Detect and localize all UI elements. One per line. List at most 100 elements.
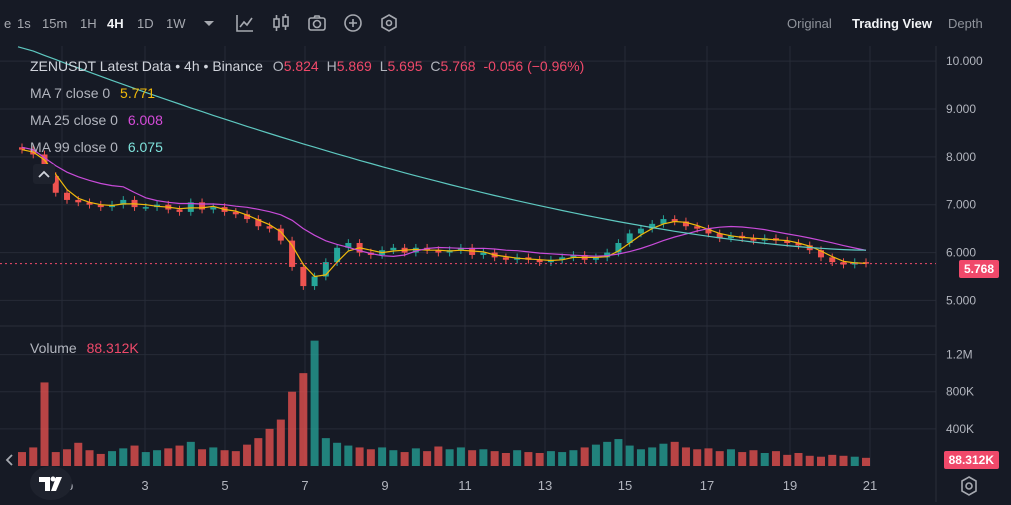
volume-bar: [29, 447, 38, 466]
candle-body: [300, 266, 307, 287]
open-value: 5.824: [283, 58, 319, 74]
tradingview-logo[interactable]: [30, 466, 72, 500]
candle-body: [142, 207, 149, 209]
view-original[interactable]: Original: [787, 16, 832, 31]
chevron-down-icon[interactable]: [198, 12, 220, 34]
candle-body: [795, 243, 802, 246]
volume-bar: [794, 453, 803, 466]
exchange-label: Binance: [212, 58, 263, 74]
volume-legend: Volume 88.312K: [30, 340, 139, 356]
volume-bar: [726, 449, 735, 466]
candle-body: [604, 252, 611, 258]
candle-body: [637, 228, 644, 234]
time-tick-label: 9: [381, 478, 388, 493]
ma7-legend: MA 7 close 0 5.771: [30, 85, 155, 101]
timeframe-1d[interactable]: 1D: [137, 16, 154, 31]
volume-bar: [524, 452, 533, 466]
chart-settings-button[interactable]: [957, 474, 981, 498]
volume-bar: [321, 438, 330, 466]
volume-bar: [40, 382, 49, 466]
low-value: 5.695: [387, 58, 423, 74]
price-tick-label: 5.000: [946, 293, 976, 307]
settings-icon[interactable]: [378, 12, 400, 34]
candle-body: [784, 240, 791, 243]
last-volume-badge: 88.312K: [943, 451, 999, 469]
candle-body: [727, 235, 734, 239]
candle-body: [64, 192, 71, 200]
ma25-line: [21, 146, 867, 258]
volume-bar: [411, 448, 420, 466]
candle-body: [277, 228, 284, 241]
add-icon[interactable]: [342, 12, 364, 34]
volume-bar: [490, 451, 499, 466]
ma25-label: MA 25 close 0: [30, 112, 118, 128]
view-trading-view[interactable]: Trading View: [852, 16, 932, 31]
volume-bar: [153, 450, 162, 466]
chevron-left-icon: [5, 454, 13, 466]
time-tick-label: 19: [783, 478, 797, 493]
price-chart[interactable]: 10.000 9.000 8.000 7.000 6.000 5.000 1.2M 800K 4…: [0, 46, 1011, 502]
volume-bar: [400, 452, 409, 466]
indicator-icon[interactable]: [234, 12, 256, 34]
candlestick-icon[interactable]: [270, 12, 292, 34]
candle-body: [176, 209, 183, 212]
candle-body: [187, 202, 194, 212]
open-label: O: [272, 58, 284, 74]
volume-value: 88.312K: [86, 340, 139, 356]
price-tick-label: 9.000: [946, 102, 976, 116]
volume-bar: [625, 445, 634, 466]
last-price-badge: 5.768: [958, 260, 999, 278]
ma7-label: MA 7 close 0: [30, 85, 111, 101]
volume-bar: [558, 452, 567, 466]
ma7-line: [21, 149, 867, 278]
candle-body: [97, 204, 104, 208]
volume-bar: [456, 447, 465, 466]
volume-bar: [670, 441, 679, 466]
timeframe-15m[interactable]: 15m: [42, 16, 68, 31]
candle-body: [840, 262, 847, 265]
volume-bar: [513, 450, 522, 466]
timeframe-1w[interactable]: 1W: [166, 16, 186, 31]
chart-area[interactable]: 10.000 9.000 8.000 7.000 6.000 5.000 1.2M 800K 4…: [0, 46, 1011, 502]
volume-tick-label: 400K: [946, 422, 974, 436]
camera-icon[interactable]: [306, 12, 328, 34]
volume-bar: [119, 448, 128, 466]
volume-bar: [378, 447, 387, 466]
volume-bar: [18, 452, 26, 466]
volume-bar: [816, 456, 825, 466]
tradingview-logo-icon: [39, 476, 62, 491]
view-depth[interactable]: Depth: [948, 16, 983, 31]
collapse-legend-button[interactable]: [33, 164, 55, 184]
volume-bar: [85, 450, 94, 466]
volume-tick-label: 800K: [946, 385, 974, 399]
close-label: C: [430, 58, 441, 74]
low-label: L: [379, 58, 388, 74]
candle-body: [289, 240, 296, 267]
candle-body: [120, 199, 127, 205]
time-tick-label: 17: [700, 478, 714, 493]
interval-label: 4h: [184, 58, 200, 74]
price-tick-label: 7.000: [946, 198, 976, 212]
timeframe-1h[interactable]: 1H: [80, 16, 97, 31]
timeframe-4h[interactable]: 4H: [107, 16, 124, 31]
volume-bar: [344, 445, 353, 466]
candle-body: [570, 254, 577, 258]
volume-bar: [389, 450, 398, 466]
candle-body: [345, 243, 352, 248]
change-value: -0.056 (−0.96%): [483, 58, 585, 74]
volume-bar: [141, 452, 150, 466]
volume-bar: [828, 454, 837, 466]
volume-bar: [175, 445, 184, 466]
candle-body: [705, 228, 712, 234]
candle-body: [671, 219, 678, 222]
volume-bar: [862, 457, 870, 466]
candle-body: [210, 207, 217, 210]
time-tick-label: 13: [538, 478, 552, 493]
scroll-left-button[interactable]: [4, 450, 16, 470]
timeframe-1s[interactable]: 1s: [17, 16, 31, 31]
ma25-legend: MA 25 close 0 6.008: [30, 112, 163, 128]
volume-bar: [603, 441, 612, 466]
ma99-value: 6.075: [127, 139, 163, 155]
volume-bar: [288, 391, 297, 466]
timeframe-partial[interactable]: e: [4, 16, 12, 31]
